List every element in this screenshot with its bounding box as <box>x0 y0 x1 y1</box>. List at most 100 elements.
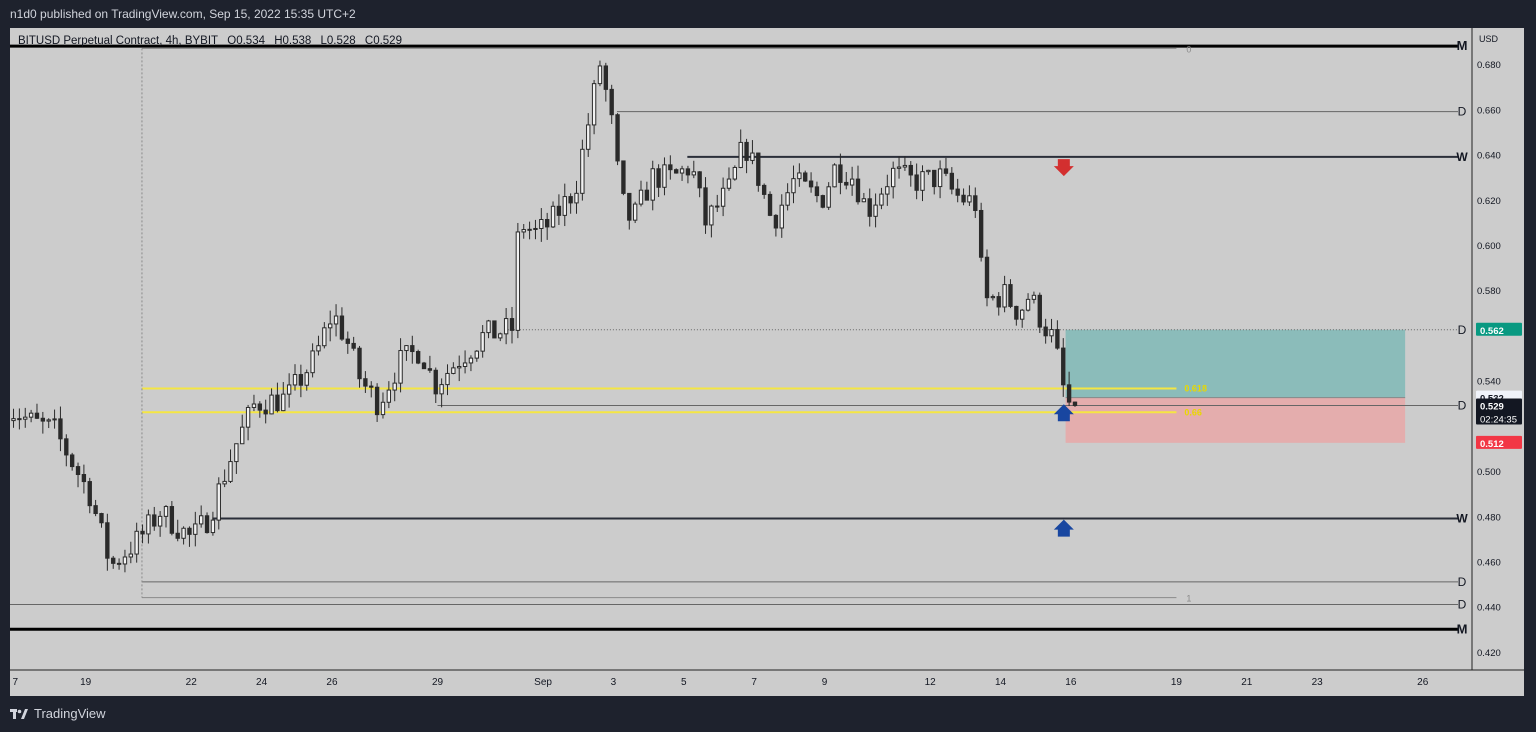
candle-body[interactable] <box>204 515 210 534</box>
candle-body[interactable] <box>832 164 837 188</box>
candle-body[interactable] <box>849 178 855 186</box>
candle-body[interactable] <box>984 256 990 299</box>
candle-body[interactable] <box>861 198 867 203</box>
candle-body[interactable] <box>468 357 474 364</box>
candle-body[interactable] <box>926 169 931 173</box>
candle-body[interactable] <box>908 164 913 176</box>
candle-body[interactable] <box>627 192 632 221</box>
candle-body[interactable] <box>292 374 298 386</box>
candle-body[interactable] <box>844 181 849 186</box>
candle-body[interactable] <box>973 195 978 211</box>
candle-body[interactable] <box>122 556 128 565</box>
candle-body[interactable] <box>93 505 98 515</box>
candle-body[interactable] <box>386 389 392 403</box>
candle-body[interactable] <box>175 532 180 539</box>
candle-body[interactable] <box>439 384 444 395</box>
candle-body[interactable] <box>873 204 878 217</box>
candle-body[interactable] <box>474 350 479 359</box>
candle-body[interactable] <box>169 506 175 534</box>
candle-body[interactable] <box>703 187 708 226</box>
candle-body[interactable] <box>738 141 743 168</box>
candle-body[interactable] <box>685 168 691 176</box>
candle-body[interactable] <box>1055 329 1060 349</box>
stop-price-badge[interactable]: 0.512 <box>1476 435 1522 450</box>
candle-body[interactable] <box>609 88 614 116</box>
candle-body[interactable] <box>1014 305 1019 320</box>
price-chart[interactable]: MDWDDWDDM010.6180.66USD0.6800.6600.6400.… <box>10 28 1524 696</box>
candle-body[interactable] <box>955 188 960 196</box>
candle-body[interactable] <box>363 378 368 387</box>
candle-body[interactable] <box>146 514 151 535</box>
candle-body[interactable] <box>586 124 591 150</box>
candle-body[interactable] <box>509 318 515 331</box>
candle-body[interactable] <box>351 342 356 349</box>
candle-body[interactable] <box>111 557 116 564</box>
chart-pane[interactable]: M D W D D W D D M 0 1 0.618 0.66 USD 0.680 0.660 0.640 0.… <box>10 28 1524 696</box>
candle-body[interactable] <box>116 562 122 565</box>
candle-body[interactable] <box>1049 329 1054 337</box>
candle-body[interactable] <box>521 229 526 233</box>
candle-body[interactable] <box>920 171 925 191</box>
current-price-badge[interactable]: 0.529 02:24:35 <box>1476 398 1522 426</box>
candle-body[interactable] <box>75 466 81 476</box>
candle-body[interactable] <box>357 347 362 380</box>
candle-body[interactable] <box>785 192 790 206</box>
candle-body[interactable] <box>515 231 521 331</box>
candle-body[interactable] <box>937 168 943 188</box>
candle-body[interactable] <box>650 168 655 201</box>
candle-body[interactable] <box>1061 347 1066 386</box>
candle-body[interactable] <box>556 205 562 216</box>
candle-body[interactable] <box>181 527 186 539</box>
candle-body[interactable] <box>58 418 63 440</box>
candle-body[interactable] <box>503 318 509 335</box>
candle-body[interactable] <box>797 172 802 180</box>
candle-body[interactable] <box>187 527 192 535</box>
candle-body[interactable] <box>591 83 597 126</box>
candle-body[interactable] <box>486 320 491 334</box>
candle-body[interactable] <box>1002 284 1007 308</box>
candle-body[interactable] <box>838 164 843 183</box>
candle-body[interactable] <box>87 481 92 507</box>
candle-body[interactable] <box>720 187 726 207</box>
candle-body[interactable] <box>803 172 808 182</box>
candle-body[interactable] <box>533 227 538 230</box>
candle-body[interactable] <box>691 171 696 176</box>
candle-body[interactable] <box>644 189 650 201</box>
candle-body[interactable] <box>427 368 433 371</box>
candle-body[interactable] <box>656 168 661 188</box>
candle-body[interactable] <box>257 403 263 411</box>
candle-body[interactable] <box>445 372 450 386</box>
candle-body[interactable] <box>234 443 239 463</box>
candle-body[interactable] <box>890 167 896 188</box>
candle-body[interactable] <box>932 169 937 188</box>
candle-body[interactable] <box>328 323 333 329</box>
candle-body[interactable] <box>316 345 321 352</box>
candle-body[interactable] <box>304 372 309 386</box>
candle-body[interactable] <box>281 393 286 412</box>
candle-body[interactable] <box>140 530 145 535</box>
candle-body[interactable] <box>1037 294 1042 328</box>
candle-body[interactable] <box>885 186 890 195</box>
candle-body[interactable] <box>492 320 497 339</box>
price-axis-pane[interactable] <box>1472 28 1524 696</box>
arrow-up-icon[interactable] <box>1053 404 1074 422</box>
candle-body[interactable] <box>380 401 386 416</box>
candle-body[interactable] <box>81 474 87 483</box>
candle-body[interactable] <box>750 152 755 161</box>
candle-body[interactable] <box>1020 309 1025 320</box>
candle-body[interactable] <box>1031 294 1037 300</box>
candle-body[interactable] <box>632 203 638 221</box>
candle-body[interactable] <box>333 315 339 325</box>
candle-body[interactable] <box>767 193 773 216</box>
candle-body[interactable] <box>568 196 573 204</box>
candle-body[interactable] <box>198 515 204 525</box>
candle-body[interactable] <box>808 180 814 188</box>
candle-body[interactable] <box>298 374 304 386</box>
candle-body[interactable] <box>210 519 216 534</box>
candle-body[interactable] <box>339 315 345 340</box>
candle-body[interactable] <box>410 345 415 353</box>
candle-body[interactable] <box>662 164 667 188</box>
candle-body[interactable] <box>814 186 820 197</box>
candle-body[interactable] <box>961 194 966 203</box>
candle-body[interactable] <box>275 394 280 412</box>
